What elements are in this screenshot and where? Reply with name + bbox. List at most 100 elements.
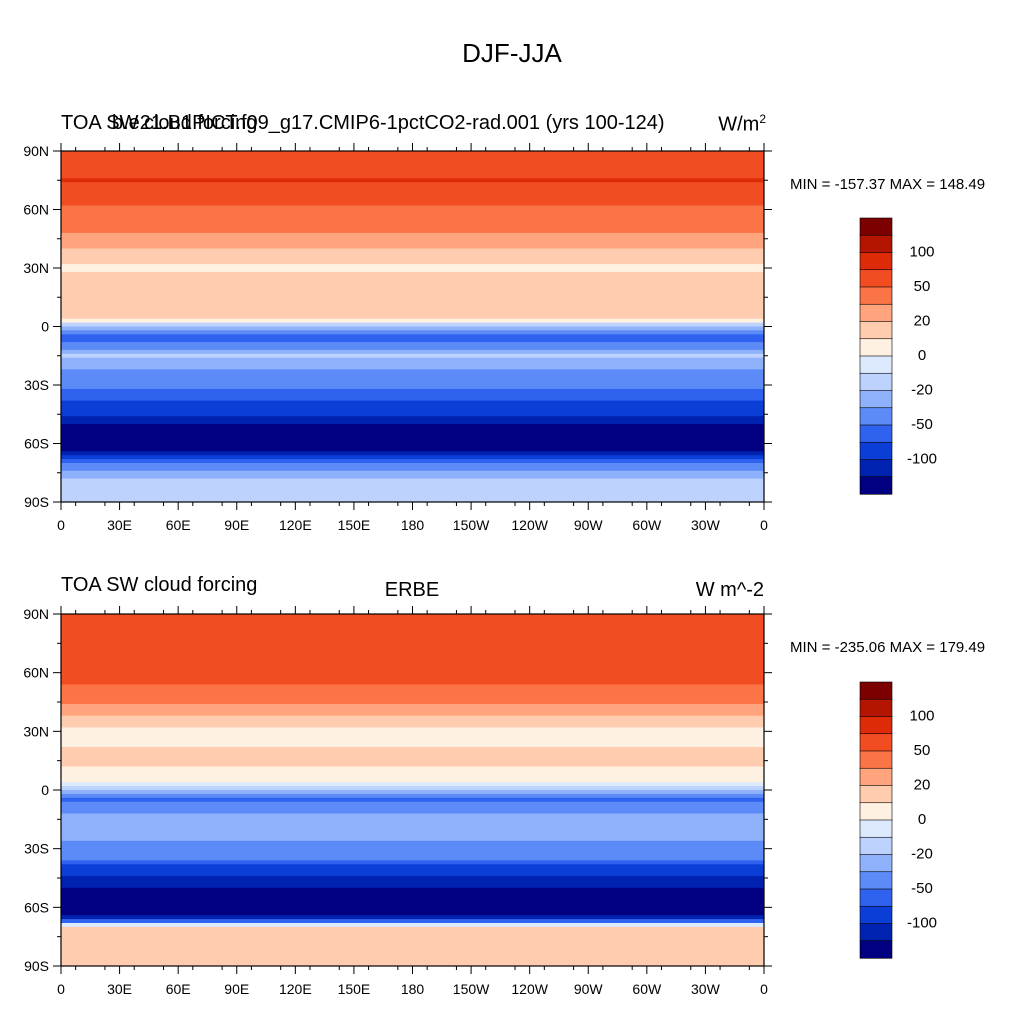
heat-band: [61, 786, 764, 791]
panel-model-units-base: W/m: [718, 113, 760, 136]
colorbar-swatch: [859, 923, 893, 942]
heat-band: [61, 474, 764, 480]
lat-tick-label: 60S: [24, 899, 49, 915]
heat-band: [61, 178, 764, 183]
colorbar-label: 20: [914, 777, 931, 794]
heat-band: [61, 424, 764, 429]
lon-tick-label: 120W: [511, 517, 548, 533]
heat-band: [61, 435, 764, 441]
lon-tick-label: 0: [760, 517, 768, 533]
lon-tick-label: 150W: [453, 517, 490, 533]
lon-tick-label: 120E: [279, 981, 312, 997]
heat-band: [61, 895, 764, 901]
heat-band: [61, 486, 764, 491]
heat-band: [61, 833, 764, 838]
colorbar-swatch: [859, 338, 893, 357]
colorbar-label: 100: [909, 708, 934, 725]
heat-band: [61, 848, 764, 854]
colorbar-swatch: [859, 372, 893, 392]
lon-tick-label: 30E: [107, 981, 132, 997]
heat-band: [61, 934, 764, 940]
heat-band: [61, 735, 764, 740]
colorbar-swatch: [859, 407, 893, 426]
heat-band: [61, 151, 764, 156]
colorbar-label: 0: [918, 811, 926, 828]
heat-band: [61, 408, 764, 413]
colorbar-swatch: [859, 234, 893, 254]
lon-tick-label: 30E: [107, 517, 132, 533]
lon-tick-label: 150W: [453, 981, 490, 997]
colorbar-swatch: [859, 854, 893, 873]
heat-band: [61, 158, 764, 164]
lat-tick-label: 90S: [24, 494, 49, 510]
colorbar-obs: 100 50 20 0 -20 -50 -100: [859, 681, 937, 959]
lon-tick-label: 60E: [166, 517, 191, 533]
heat-band: [61, 950, 764, 955]
heat-band: [61, 275, 764, 281]
panel-model-case-title: b.e21.B1PICT.f09_g17.CMIP6-1pctCO2-rad.0…: [112, 112, 665, 134]
heat-band: [61, 439, 764, 445]
colorbar-swatch: [859, 424, 893, 443]
heat-band: [61, 930, 764, 936]
colorbar-label: -100: [907, 915, 937, 932]
heat-band: [61, 621, 764, 627]
panel-obs-min-max: MIN = -235.06 MAX = 179.49: [790, 639, 986, 656]
heat-band: [61, 840, 764, 846]
heat-band: [61, 758, 764, 764]
lon-tick-label: 90E: [224, 981, 249, 997]
heat-band: [61, 641, 764, 646]
heat-band: [61, 750, 764, 756]
heat-band: [61, 891, 764, 897]
heat-band: [61, 201, 764, 207]
heat-band: [61, 614, 764, 619]
lat-tick-label: 90N: [23, 143, 49, 159]
heat-band: [61, 326, 764, 331]
heat-band: [61, 482, 764, 487]
heat-band: [61, 307, 764, 312]
heat-band: [61, 649, 764, 654]
heat-band: [61, 856, 764, 861]
colorbar-label: -50: [911, 880, 933, 897]
heat-band: [61, 420, 764, 425]
heat-band: [61, 459, 764, 464]
heat-band: [61, 252, 764, 257]
colorbar-swatch: [859, 681, 893, 700]
heat-band: [61, 154, 764, 160]
heat-band: [61, 962, 764, 967]
heat-band: [61, 770, 764, 775]
lat-tick-label: 30N: [23, 260, 49, 276]
colorbar-swatch: [859, 252, 893, 271]
heat-band: [61, 629, 764, 635]
heat-band: [61, 412, 764, 417]
colorbar-label: 20: [914, 313, 931, 330]
colorbar-swatch: [859, 355, 893, 374]
heat-band: [61, 314, 764, 320]
heat-band: [61, 338, 764, 343]
colorbar-label: -50: [911, 416, 933, 433]
heat-band: [61, 349, 764, 355]
heat-band: [61, 443, 764, 448]
lat-tick-label: 0: [41, 782, 49, 798]
heat-band: [61, 907, 764, 912]
heat-band: [61, 365, 764, 370]
heat-band: [61, 700, 764, 705]
heat-band: [61, 903, 764, 908]
panel-model: TOA SW cloud forcing b.e21.B1PICT.f09_g1…: [61, 112, 985, 193]
colorbar-swatch: [859, 476, 893, 495]
heat-band: [61, 864, 764, 869]
heat-band: [61, 723, 764, 729]
heat-band: [61, 322, 764, 328]
lon-tick-label: 180: [401, 981, 425, 997]
heat-band: [61, 225, 764, 230]
heat-band: [61, 797, 764, 803]
heat-band: [61, 283, 764, 289]
heat-band: [61, 637, 764, 642]
lon-tick-label: 90W: [574, 981, 604, 997]
heat-band: [61, 388, 764, 394]
colorbar-swatch: [859, 303, 893, 323]
heat-band: [61, 186, 764, 191]
heat-band: [61, 754, 764, 760]
heat-band: [61, 836, 764, 842]
colorbar-swatch: [859, 940, 893, 959]
lat-tick-label: 30S: [24, 841, 49, 857]
